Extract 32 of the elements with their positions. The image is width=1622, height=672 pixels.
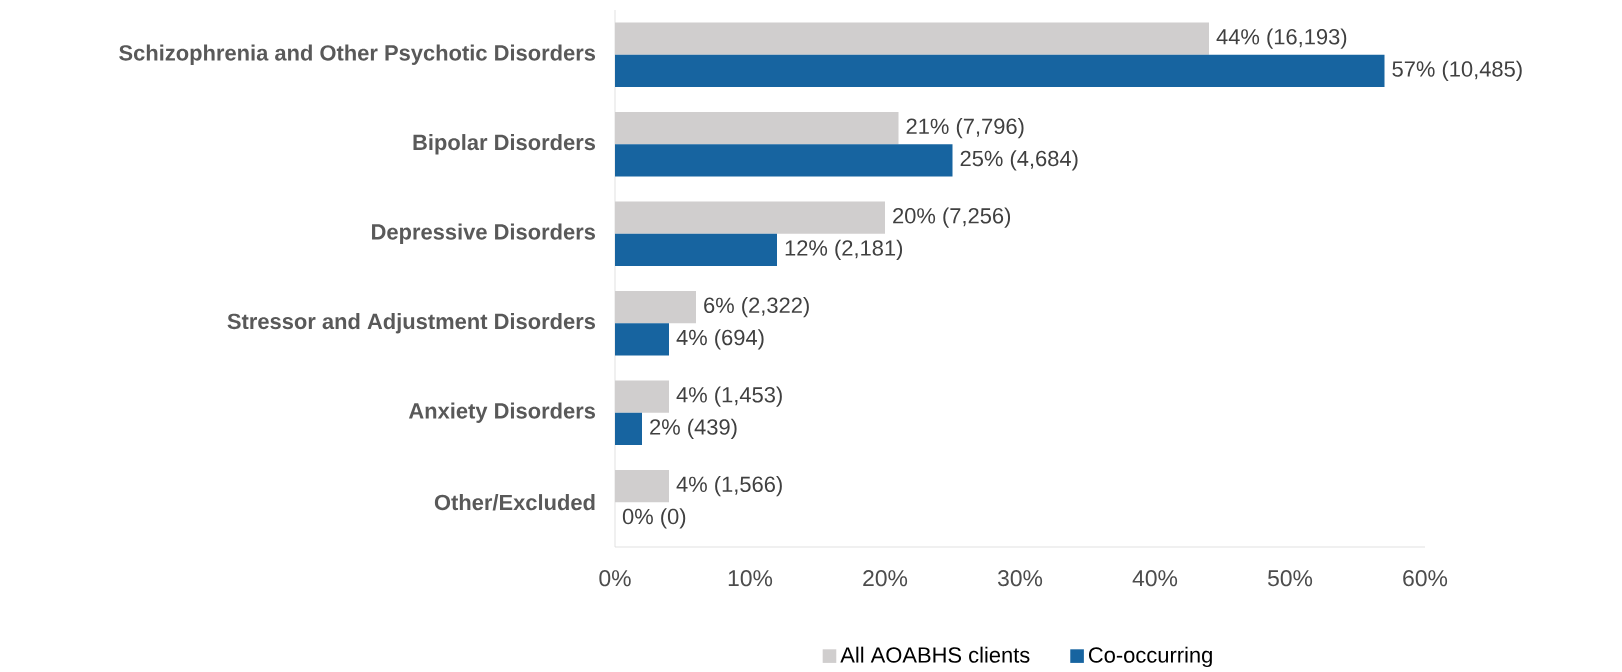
- bar: [615, 144, 953, 177]
- data-label: 20% (7,256): [893, 207, 1011, 228]
- bar: [615, 323, 669, 356]
- data-label: 12% (2,181): [785, 239, 903, 261]
- x-tick-label: 10%: [728, 570, 773, 587]
- data-label: 6% (2,322): [704, 296, 809, 318]
- x-tick-label: 60%: [1403, 570, 1448, 587]
- data-label: 4% (1,453): [676, 386, 782, 407]
- x-tick-label: 0%: [599, 570, 631, 587]
- data-label: 0% (0): [622, 508, 686, 529]
- data-label: 21% (7,796): [906, 117, 1024, 139]
- x-tick-label: 40%: [1132, 570, 1178, 587]
- legend-label: Co-occurring: [1088, 646, 1212, 668]
- data-label: 44% (16,193): [1216, 28, 1347, 49]
- bar: [615, 233, 777, 266]
- data-label: 57% (10,485): [1392, 60, 1522, 82]
- data-label: 2% (439): [650, 418, 737, 440]
- x-tick-label: 30%: [997, 570, 1043, 587]
- bar: [615, 412, 642, 445]
- data-label: 4% (1,566): [676, 475, 782, 497]
- bar: [615, 54, 1385, 87]
- y-tick-label: Other/Excluded: [434, 494, 595, 511]
- legend-label: All AOABHS clients: [840, 646, 1030, 663]
- y-tick-label: Bipolar Disorders: [413, 134, 596, 155]
- y-tick-label: Anxiety Disorders: [408, 402, 596, 423]
- data-label: 4% (694): [676, 329, 764, 350]
- y-tick-label: Depressive Disorders: [372, 223, 595, 244]
- x-tick-label: 50%: [1267, 570, 1313, 587]
- y-tick-label: Schizophrenia and Other Psychotic Disorders: [119, 44, 596, 65]
- y-tick-label: Stressor and Adjustment Disorders: [227, 313, 596, 334]
- x-tick-label: 20%: [863, 570, 908, 587]
- data-label: 25% (4,684): [960, 150, 1078, 171]
